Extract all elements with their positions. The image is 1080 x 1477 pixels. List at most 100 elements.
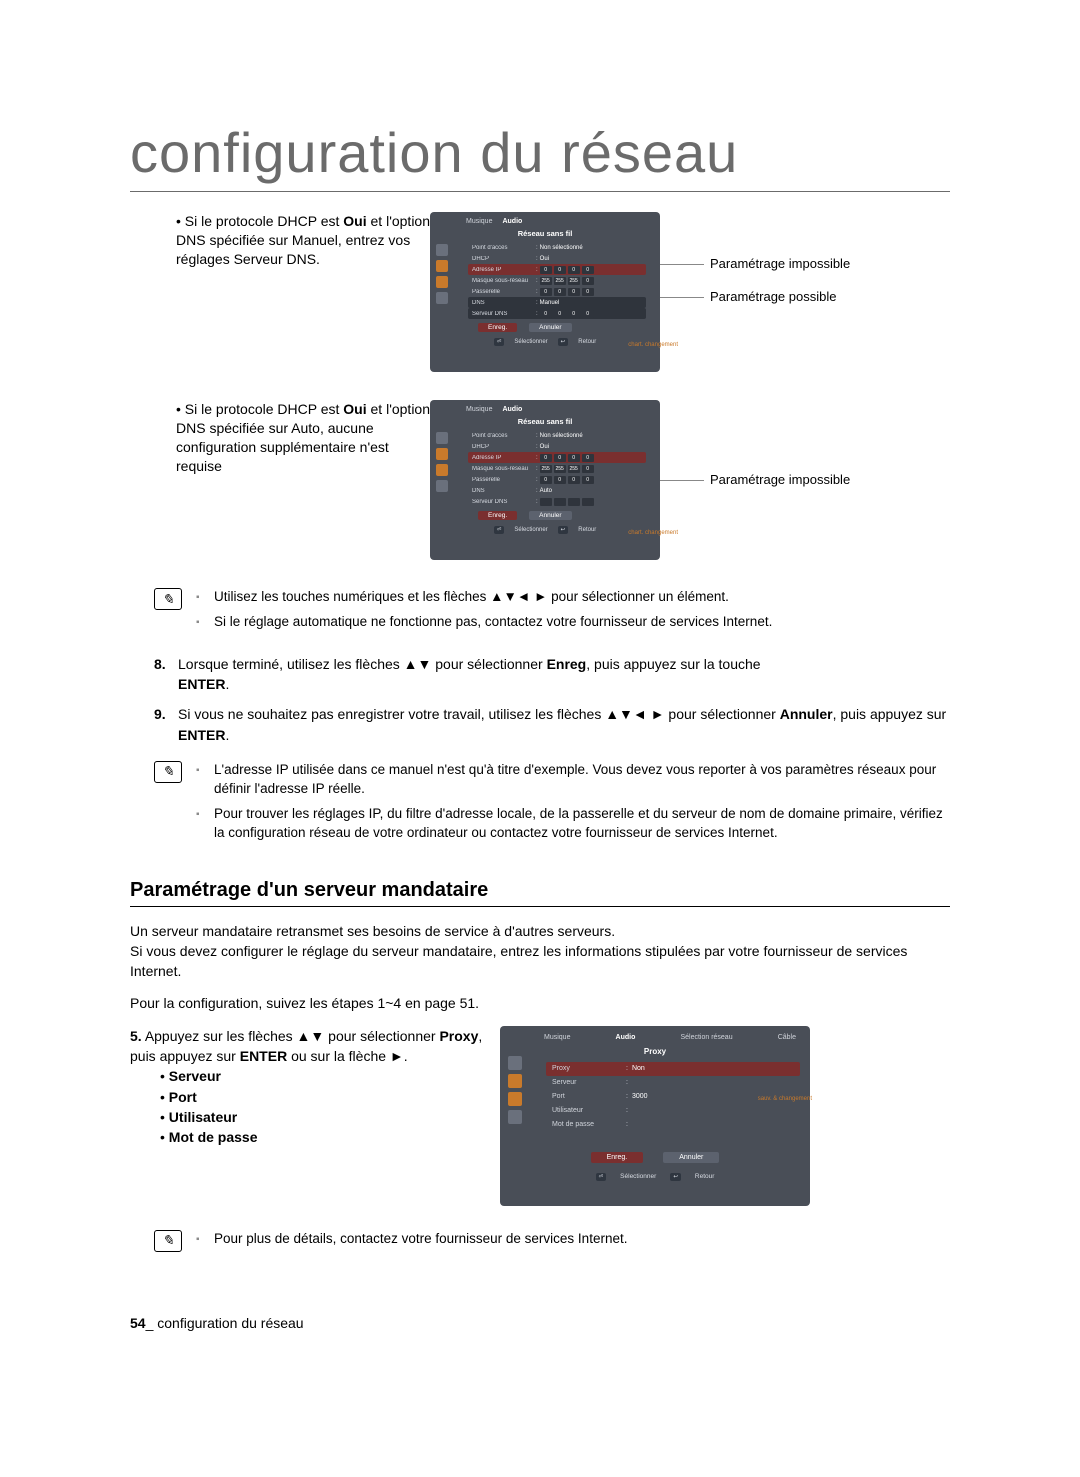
field-label: Serveur DNS: [472, 311, 534, 317]
field-value: Manuel: [540, 300, 560, 306]
field-value: Non: [632, 1065, 645, 1072]
note-block-2: ✎ ▪L'adresse IP utilisée dans ce manuel …: [154, 761, 950, 849]
field-label: Serveur DNS: [472, 499, 534, 505]
side-icon: [436, 464, 448, 476]
field-label: Utilisateur: [552, 1107, 622, 1114]
pencil-note-icon: ✎: [154, 1230, 182, 1252]
shot-tabs: Musique Audio: [466, 218, 652, 225]
field-value: Oui: [540, 256, 549, 262]
shot2-navbar: ⏎Sélectionner ↩Retour: [510, 1173, 800, 1181]
note-text: L'adresse IP utilisée dans ce manuel n'e…: [214, 761, 950, 799]
note-block-1: ✎ ▪ Utilisez les touches numériques et le…: [154, 588, 950, 638]
field-value: Non sélectionné: [540, 245, 583, 251]
proxy-opt: Mot de passe: [160, 1127, 500, 1147]
callouts-1: Paramétrage impossible Paramétrage possi…: [686, 212, 850, 304]
ip-boxes: 0000: [540, 476, 594, 484]
ip-boxes: 0000: [540, 266, 594, 274]
ip-boxes: 0000: [540, 310, 594, 318]
tab-active: Audio: [502, 218, 522, 225]
proxy-step-row: 5. Appuyez sur les flèches ▲▼ pour sélec…: [130, 1026, 950, 1206]
square-bullet-icon: ▪: [196, 616, 206, 632]
shot-cancel-button: Annuler: [529, 511, 571, 520]
field-label: Port: [552, 1093, 622, 1100]
note-block-3: ✎ ▪Pour plus de détails, contactez votre…: [154, 1230, 950, 1255]
nav-label: Retour: [695, 1173, 715, 1180]
steps-list: 8. Lorsque terminé, utilisez les flèches…: [154, 654, 950, 745]
shot2-save-button: Enreg.: [591, 1152, 644, 1163]
side-icon: [436, 292, 448, 304]
field-label: Mot de passe: [552, 1121, 622, 1128]
square-bullet-icon: ▪: [196, 1233, 206, 1249]
shot2-buttons: Enreg. Annuler: [510, 1152, 800, 1163]
callouts-2: Paramétrage impossible: [686, 400, 850, 487]
nav-label: Sélectionner: [514, 527, 547, 533]
side-icon: [508, 1110, 522, 1124]
proxy-intro-1: Un serveur mandataire retransmet ses bes…: [130, 921, 950, 982]
page-number: 54: [130, 1315, 146, 1331]
field-label: Masque sous-réseau: [472, 466, 534, 472]
nav-chip: ↩: [558, 526, 569, 534]
side-icon: [436, 260, 448, 272]
txt: Si le protocole DHCP est: [185, 401, 343, 417]
note-text: Si le réglage automatique ne fonctionne …: [214, 613, 772, 632]
side-icon: [436, 276, 448, 288]
note-list: ▪L'adresse IP utilisée dans ce manuel n'…: [196, 761, 950, 849]
field-label: Adresse IP: [472, 455, 534, 461]
row-dhcp-auto: Si le protocole DHCP est Oui et l'option…: [130, 400, 950, 560]
document-page: configuration du réseau Si le protocole …: [0, 0, 1080, 1391]
pencil-note-icon: ✎: [154, 588, 182, 610]
callout-impossible: Paramétrage impossible: [686, 256, 850, 271]
field-label: Masque sous-réseau: [472, 278, 534, 284]
field-value: Non sélectionné: [540, 433, 583, 439]
bullet-dhcp-manual: Si le protocole DHCP est Oui et l'option…: [130, 212, 430, 269]
shot-save-button: Enreg.: [478, 511, 517, 520]
field-label: DHCP: [472, 256, 534, 262]
shot-side-hint: chart. changement: [628, 342, 678, 348]
nav-label: Retour: [578, 527, 596, 533]
shot-fields: Point d'accès:Non sélectionné DHCP:Oui A…: [468, 430, 646, 507]
ip-boxes: 2552552550: [540, 465, 594, 473]
tab-active: Audio: [616, 1034, 636, 1041]
side-icon: [436, 480, 448, 492]
step-number: 8.: [154, 654, 178, 695]
square-bullet-icon: ▪: [196, 591, 206, 607]
tab: Musique: [466, 406, 492, 413]
shot-window-title: Réseau sans fil: [438, 417, 652, 426]
shot-tabs: Musique Audio: [466, 406, 652, 413]
shot-fields: Point d'accès:Non sélectionné DHCP:Oui A…: [468, 242, 646, 319]
ip-boxes: [540, 498, 594, 506]
tab-active: Audio: [502, 406, 522, 413]
shot-buttons: Enreg. Annuler: [478, 511, 652, 520]
shot2-side-hint: sauv. & changement: [758, 1096, 812, 1102]
field-label: Proxy: [552, 1065, 622, 1072]
row-dhcp-manual: Si le protocole DHCP est Oui et l'option…: [130, 212, 950, 372]
ip-boxes: 2552552550: [540, 277, 594, 285]
screenshot-proxy: Musique Audio Sélection réseau Câble Pro…: [500, 1026, 810, 1206]
field-label: Serveur: [552, 1079, 622, 1086]
txt-bold: Oui: [343, 401, 366, 417]
field-label: Point d'accès: [472, 433, 534, 439]
field-label: Point d'accès: [472, 245, 534, 251]
shot2-side-icons: [508, 1056, 522, 1124]
step-number: 9.: [154, 704, 178, 745]
field-label: Passerelle: [472, 289, 534, 295]
screenshot-with-callouts-1: Musique Audio Réseau sans fil Point d'ac…: [430, 212, 950, 372]
shot-side-icons: [436, 432, 448, 492]
proxy-sub-list: Serveur Port Utilisateur Mot de passe: [130, 1066, 500, 1147]
note-list: ▪Pour plus de détails, contactez votre f…: [196, 1230, 950, 1255]
shot-navbar: ⏎Sélectionner ↩Retour: [438, 526, 652, 534]
txt: Si le protocole DHCP est: [185, 213, 343, 229]
side-icon: [508, 1056, 522, 1070]
nav-chip: ⏎: [596, 1173, 607, 1181]
square-bullet-icon: ▪: [196, 764, 206, 799]
ip-boxes: 0000: [540, 454, 594, 462]
step-9: 9. Si vous ne souhaitez pas enregistrer …: [154, 704, 950, 745]
pencil-note-icon: ✎: [154, 761, 182, 783]
field-label: DHCP: [472, 444, 534, 450]
screenshot-with-callouts-2: Musique Audio Réseau sans fil Point d'ac…: [430, 400, 950, 560]
field-label: DNS: [472, 488, 534, 494]
note-text: Utilisez les touches numériques et les f…: [214, 588, 729, 607]
nav-chip: ↩: [670, 1173, 681, 1181]
side-icon: [508, 1074, 522, 1088]
page-title: configuration du réseau: [130, 120, 950, 192]
